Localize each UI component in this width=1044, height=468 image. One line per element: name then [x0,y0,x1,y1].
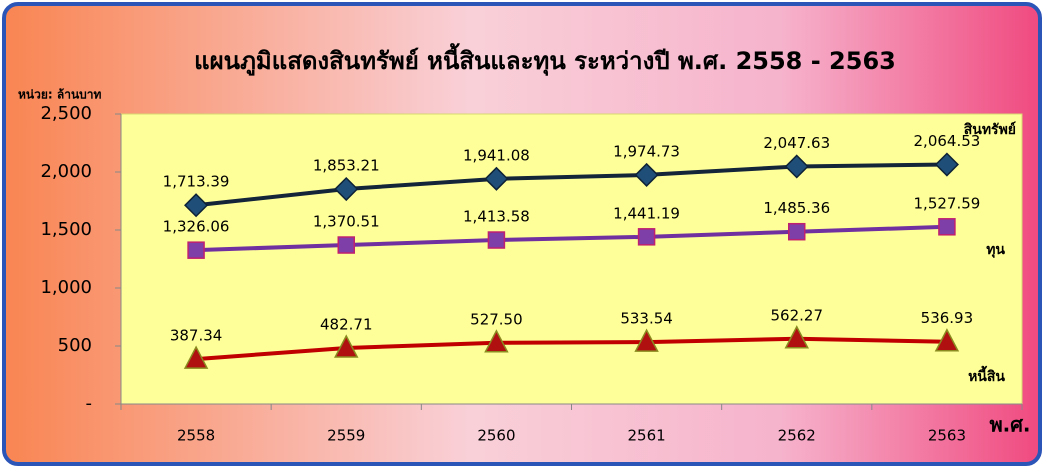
marker [637,228,656,246]
value-label: 527.50 [470,310,523,328]
value-label: 1,527.59 [914,194,981,212]
marker [934,152,959,177]
value-label: 387.34 [170,327,223,345]
marker [184,193,209,218]
x-tick-label: 2560 [477,427,515,445]
value-label: 1,413.58 [463,208,530,226]
x-tick-label: 2559 [327,427,365,445]
marker [334,176,359,202]
value-label: 1,441.19 [613,204,680,222]
y-tick-label: 500 [58,335,92,356]
y-tick-label: 1,500 [40,219,92,240]
series-line [196,224,947,253]
value-label: 1,713.39 [163,173,230,191]
x-tick-label: 2562 [778,427,816,445]
y-tick-label: - [86,393,93,414]
marker [183,345,209,369]
value-label: 482.71 [320,316,373,334]
value-label: 562.27 [771,306,824,324]
value-label: 1,485.36 [763,199,830,217]
x-tick-label: 2558 [177,427,215,445]
series-label: ทุน [986,242,1005,258]
value-label: 536.93 [921,309,974,327]
value-label: 1,326.06 [163,218,230,236]
value-label: 1,853.21 [313,157,380,175]
y-tick-label: 2,500 [40,103,92,124]
marker [784,154,809,179]
marker [938,218,956,236]
value-label: 2,064.53 [914,132,981,150]
x-tick-label: 2561 [627,427,665,445]
value-label: 1,974.73 [613,142,680,160]
value-label: 1,941.08 [463,146,530,164]
value-label: 2,047.63 [763,134,830,152]
x-axis-label: พ.ศ. [989,413,1030,437]
marker [187,241,205,259]
marker [788,222,806,241]
plot-area [120,113,1023,405]
marker [337,236,355,254]
marker [334,334,359,358]
y-axis-label: หน่วย: ล้านบาท [18,88,102,102]
value-label: 533.54 [620,310,673,328]
series-line [195,336,947,362]
marker [487,231,506,249]
marker [934,328,960,352]
y-tick-label: 2,000 [40,161,92,182]
marker [634,162,659,187]
series-label: สินทรัพย์ [963,121,1016,138]
chart-title: แผนภูมิแสดงสินทรัพย์ หนี้สินและทุน ระหว่… [194,42,896,77]
y-tick-label: 1,000 [40,277,92,298]
series-line [195,162,947,208]
marker [784,325,809,349]
x-tick-label: 2563 [928,427,966,445]
series-label: หนี้สิน [968,365,1005,385]
marker [484,166,509,191]
marker [484,329,509,353]
marker [634,328,659,352]
value-label: 1,370.51 [313,213,380,231]
